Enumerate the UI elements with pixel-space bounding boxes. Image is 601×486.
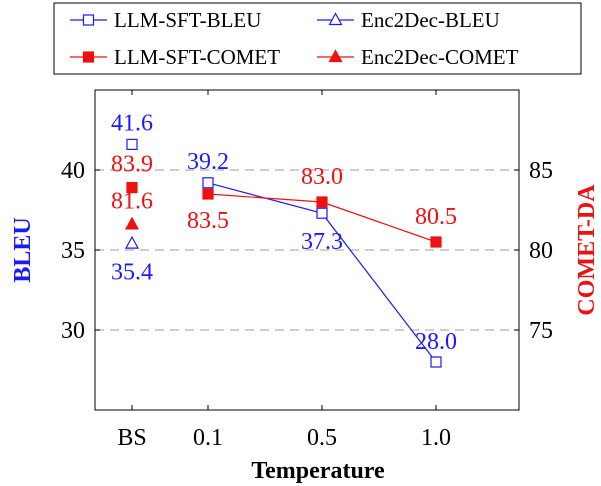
data-point-llm-sft-bleu	[202, 177, 214, 189]
marks	[124, 138, 442, 368]
bs-point-enc2dec-comet	[124, 216, 140, 230]
bs-data-label: 81.6	[111, 188, 153, 214]
data-label: 37.3	[301, 229, 343, 255]
legend: LLM-SFT-BLEU Enc2Dec-BLEU LLM-SFT-COMET Enc…	[53, 2, 582, 75]
y-axis-title-right: COMET-DA	[574, 184, 600, 316]
data-label: 39.2	[187, 149, 229, 175]
legend-label: Enc2Dec-BLEU	[361, 8, 500, 32]
data-point-llm-sft-bleu	[430, 356, 442, 368]
y-tick-label-left: 40	[61, 158, 85, 184]
y-tick-label-right: 85	[529, 158, 553, 184]
legend-box	[53, 2, 582, 75]
data-point-llm-sft-comet	[202, 188, 214, 200]
data-label: 83.0	[301, 164, 343, 190]
data-label: 28.0	[415, 329, 457, 355]
legend-label: LLM-SFT-BLEU	[114, 8, 261, 32]
bs-point-enc2dec-bleu	[124, 235, 140, 249]
data-label: 80.5	[415, 204, 457, 230]
legend-label: LLM-SFT-COMET	[114, 45, 280, 69]
data-point-llm-sft-bleu	[316, 207, 328, 219]
y-axis-title-left: BLEU	[10, 217, 36, 282]
data-label: 83.5	[187, 208, 229, 234]
bs-data-label: 83.9	[111, 152, 153, 178]
x-tick-label: 1.0	[421, 425, 451, 451]
data-point-llm-sft-comet	[430, 236, 442, 248]
legend-label: Enc2Dec-COMET	[361, 45, 519, 69]
y-tick-label-right: 80	[529, 238, 553, 264]
bs-point-llm-sft-bleu	[126, 138, 138, 150]
legend-marker	[82, 51, 95, 63]
legend-marker	[328, 49, 343, 63]
y-tick-label-left: 35	[61, 238, 85, 264]
x-axis-title: Temperature	[251, 458, 385, 484]
legend-marker	[82, 14, 95, 26]
grid	[95, 169, 519, 331]
x-tick-label: 0.5	[307, 425, 337, 451]
y-tick-label-right: 75	[529, 318, 553, 344]
bs-point-llm-sft-comet	[126, 182, 138, 194]
x-tick-label: 0.1	[193, 425, 223, 451]
data-point-llm-sft-comet	[316, 196, 328, 208]
bs-data-label: 35.4	[111, 260, 153, 286]
x-tick-label: BS	[117, 425, 146, 451]
axes: 30 35 40 75 80 85 BS 0.1 0.5 1.0	[61, 90, 553, 451]
data-labels: 39.2 37.3 28.0 83.5 83.0 80.5 41.6 35.4 83.9 81.6	[111, 110, 457, 355]
y-tick-label-left: 30	[61, 318, 85, 344]
legend-marker	[328, 12, 343, 26]
bs-data-label: 41.6	[111, 110, 153, 136]
